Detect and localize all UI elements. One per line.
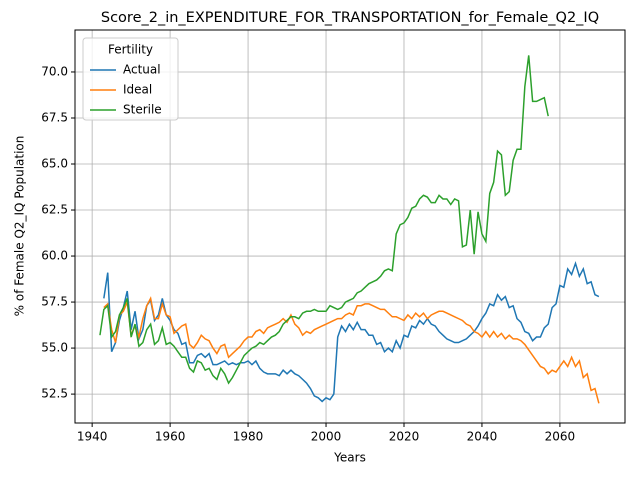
legend-title: Fertility xyxy=(108,43,153,57)
legend-box xyxy=(82,37,179,121)
y-tick-label: 67.5 xyxy=(41,110,68,124)
x-tick-label: 1960 xyxy=(155,430,186,444)
y-tick-label: 52.5 xyxy=(41,387,68,401)
x-tick-label: 2040 xyxy=(467,430,498,444)
legend-label: Ideal xyxy=(123,83,152,97)
x-tick-label: 1940 xyxy=(77,430,108,444)
y-tick-label: 65.0 xyxy=(41,157,68,171)
x-tick-label: 1980 xyxy=(233,430,264,444)
y-tick-label: 55.0 xyxy=(41,341,68,355)
legend: Fertility Actual Ideal Sterile xyxy=(82,37,179,121)
series-line xyxy=(103,296,600,404)
chart-title: Score_2_in_EXPENDITURE_FOR_TRANSPORTATIO… xyxy=(101,10,599,26)
y-tick-label: 57.5 xyxy=(41,295,68,309)
legend-label: Sterile xyxy=(123,103,162,117)
series-line xyxy=(99,55,549,385)
plot-frame xyxy=(74,29,626,424)
x-tick-label: 2060 xyxy=(545,430,576,444)
x-axis-label: Years xyxy=(333,451,366,465)
y-tick-label: 62.5 xyxy=(41,203,68,217)
legend-label: Actual xyxy=(123,63,161,77)
x-tick-label: 2000 xyxy=(311,430,342,444)
y-axis-label: % of Female Q2_IQ Population xyxy=(13,136,27,317)
y-tick-label: 70.0 xyxy=(41,64,68,78)
x-tick-label: 2020 xyxy=(389,430,420,444)
y-tick-label: 60.0 xyxy=(41,249,68,263)
series-line xyxy=(103,261,600,403)
